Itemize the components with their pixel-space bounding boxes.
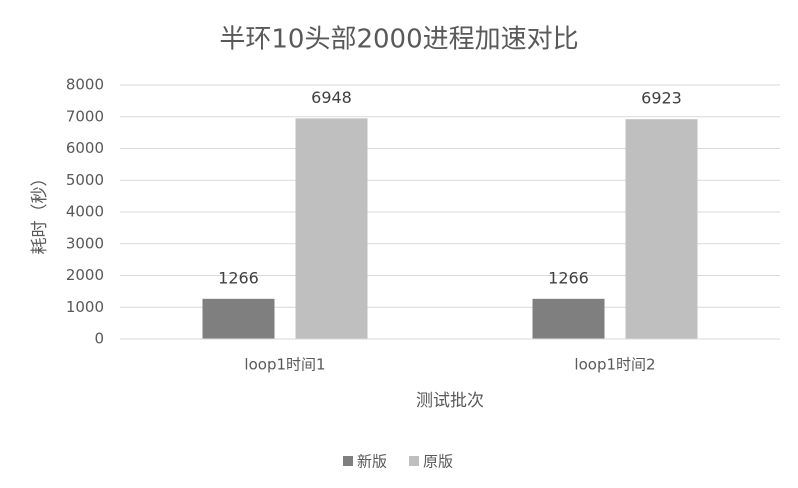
data-label: 6948 bbox=[311, 88, 352, 107]
data-label: 1266 bbox=[218, 268, 259, 287]
y-tick-label: 4000 bbox=[66, 203, 104, 221]
y-axis-title: 耗时（秒） bbox=[30, 170, 50, 255]
y-tick-label: 5000 bbox=[66, 171, 104, 189]
bar bbox=[625, 119, 698, 339]
y-tick-label: 6000 bbox=[66, 139, 104, 157]
bar bbox=[295, 118, 368, 339]
x-axis-title: 测试批次 bbox=[416, 391, 484, 411]
y-tick-label: 7000 bbox=[66, 107, 104, 125]
chart-title: 半环10头部2000进程加速对比 bbox=[219, 25, 578, 55]
legend-swatch bbox=[343, 456, 353, 466]
data-label: 6923 bbox=[641, 89, 682, 108]
bar bbox=[202, 298, 275, 339]
y-tick-label: 8000 bbox=[66, 76, 104, 94]
x-tick-label: loop1时间2 bbox=[574, 356, 655, 374]
legend-label: 原版 bbox=[423, 453, 453, 471]
bar bbox=[532, 298, 605, 339]
y-tick-label: 1000 bbox=[66, 298, 104, 316]
legend-label: 新版 bbox=[357, 453, 387, 471]
y-tick-label: 0 bbox=[94, 330, 104, 348]
y-tick-label: 2000 bbox=[66, 266, 104, 284]
y-tick-label: 3000 bbox=[66, 234, 104, 252]
x-tick-label: loop1时间1 bbox=[244, 356, 325, 374]
data-label: 1266 bbox=[548, 268, 589, 287]
legend-swatch bbox=[409, 456, 420, 466]
